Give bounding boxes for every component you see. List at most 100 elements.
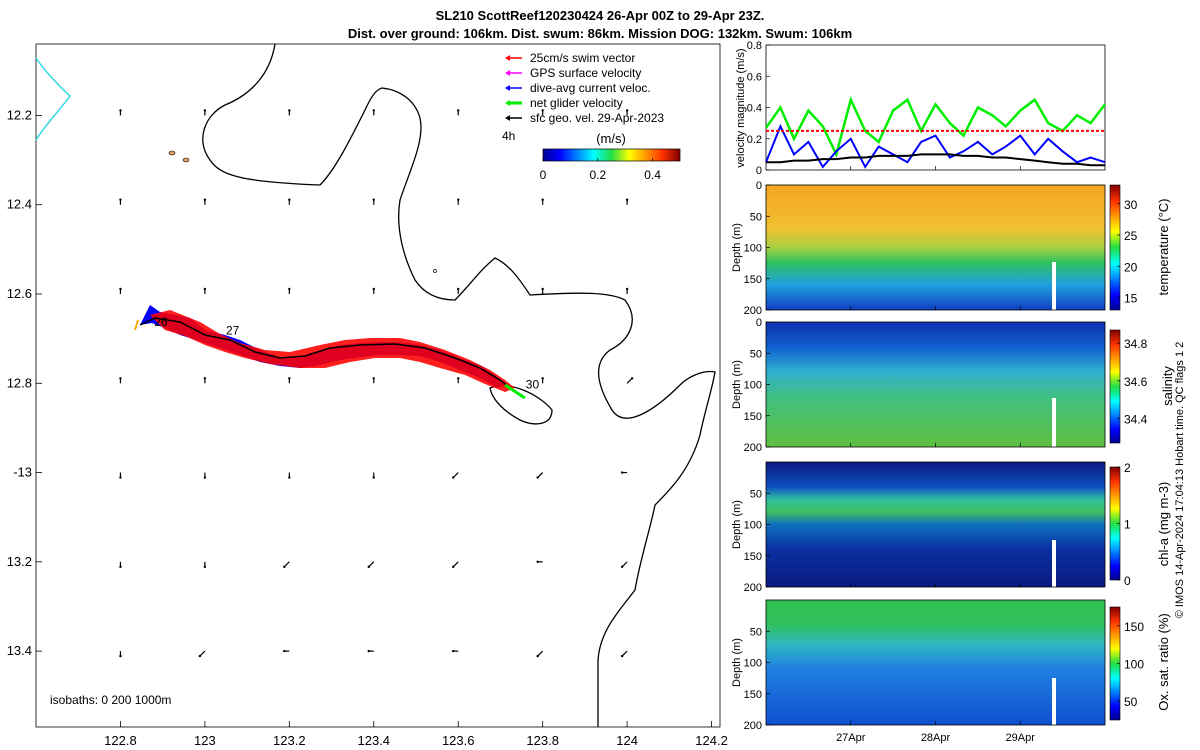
geo-velocity-arrowhead xyxy=(119,565,122,569)
geo-velocity-arrowhead xyxy=(625,287,629,291)
time-tick-label: 29Apr xyxy=(1006,732,1036,744)
geo-velocity-arrowhead xyxy=(367,565,370,569)
map-xtick-label: 124.2 xyxy=(695,733,728,748)
geo-velocity-arrowhead xyxy=(288,287,291,291)
oxygen-section xyxy=(766,600,1105,725)
figure-title: SL210 ScottReef120230424 26-Apr 00Z to 2… xyxy=(436,8,765,23)
geo-velocity-arrowhead xyxy=(119,654,122,658)
map-xtick-label: 123 xyxy=(194,733,216,748)
legend-arrowhead xyxy=(505,55,510,61)
depth-ytick-label: 100 xyxy=(744,380,762,392)
geo-velocity-arrowhead xyxy=(119,198,122,201)
coastline-isobaths xyxy=(35,43,716,727)
chlorophyll-section xyxy=(766,462,1105,587)
map-colorbar-tick-label: 0.2 xyxy=(589,168,606,182)
legend-label: 25cm/s swim vector xyxy=(530,51,635,65)
map-colorbar-label: (m/s) xyxy=(596,131,626,146)
depth-ytick-label: 100 xyxy=(744,243,762,255)
oxygen-gap xyxy=(1052,678,1056,725)
map-colorbar-ticks: 0 0.2 0.4 xyxy=(540,158,661,182)
temperature-colorbar xyxy=(1109,184,1121,311)
geo-velocity-arrowhead xyxy=(372,109,375,112)
geo-velocity-arrowhead xyxy=(119,109,122,112)
geo-velocity-arrowhead xyxy=(203,109,207,112)
colorbar-tick-label: 50 xyxy=(1124,695,1138,709)
salinity-panel xyxy=(765,321,1121,448)
velocity-ytick-label: 0.2 xyxy=(747,134,762,146)
geo-velocity-arrowhead xyxy=(119,287,122,291)
velocity-ytick-label: 0.8 xyxy=(747,40,762,52)
colorbar-tick-label: 100 xyxy=(1124,658,1144,672)
colorbar-tick-label: 34.8 xyxy=(1124,337,1148,351)
colorbar-tick-label: 0 xyxy=(1124,574,1131,588)
geo-velocity-arrowhead xyxy=(457,377,460,380)
geo-velocity-arrowhead xyxy=(203,377,207,380)
colorbar-tick-label: 20 xyxy=(1124,260,1138,274)
temperature-gap xyxy=(1052,262,1056,310)
geo-velocity-arrowhead xyxy=(283,649,286,653)
temperature-section xyxy=(766,185,1105,310)
time-axis-ticks: 27Apr 28Apr 29Apr xyxy=(836,166,1035,744)
oxygen-panel xyxy=(765,599,1121,726)
map-ytick-label: 12.8 xyxy=(7,375,32,390)
map-xtick-label: 123.8 xyxy=(526,733,559,748)
geo-velocity-arrowhead xyxy=(288,476,291,479)
reef-island xyxy=(433,269,437,273)
geo-velocity-arrowhead xyxy=(541,198,544,201)
chlorophyll-gap xyxy=(1052,540,1056,587)
figure-subtitle: Dist. over ground: 106km. Dist. swum: 86… xyxy=(348,26,852,41)
geo-velocity-arrowhead xyxy=(452,649,455,653)
isobaths-label: isobaths: 0 200 1000m xyxy=(50,693,171,707)
velocity-axes-box xyxy=(765,44,1106,171)
depth-ytick-label: 200 xyxy=(744,582,762,594)
glider-track xyxy=(134,305,526,400)
geo-velocity-arrowhead xyxy=(203,198,207,201)
geo-velocity-arrowhead xyxy=(536,560,539,564)
velocity-series xyxy=(764,96,1106,169)
map-xtick-label: 124 xyxy=(616,733,638,748)
geo-velocity-arrowhead xyxy=(536,654,539,658)
geo-velocity-arrowhead xyxy=(541,109,544,112)
time-tick-label: 28Apr xyxy=(921,732,951,744)
map-ytick-label: 12.4 xyxy=(7,197,32,212)
map-colorbar-tick-label: 0.4 xyxy=(644,168,661,182)
salinity-gap xyxy=(1052,398,1056,447)
velocity-ytick-label: 0.4 xyxy=(747,103,762,115)
velocity-ytick-label: 0 xyxy=(756,165,762,177)
depth-ylabel: Depth (m) xyxy=(731,223,743,272)
geo-velocity-arrowhead xyxy=(203,476,207,479)
map-panel: 122.8 123 123.2 123.4 123.6 123.8 124 124.2 12.2… xyxy=(7,43,728,748)
legend-label: GPS surface velocity xyxy=(530,66,641,80)
colorbar-tick-label: 150 xyxy=(1124,620,1144,634)
day-label: 30 xyxy=(526,377,540,391)
legend-label: sfc geo. vel. 29-Apr-2023 xyxy=(530,111,664,125)
map-colorbar-tick-label: 0 xyxy=(540,168,547,182)
colorbar-label: temperature (°C) xyxy=(1156,199,1171,296)
velocity-series-line xyxy=(764,96,1106,158)
legend-arrowhead xyxy=(505,70,510,76)
depth-ytick-label: 50 xyxy=(750,211,762,223)
map-xtick-label: 123.6 xyxy=(442,733,475,748)
geo-velocity-arrowhead xyxy=(372,476,375,479)
geo-velocity-arrowhead xyxy=(372,377,375,380)
time-scale-label: 4h xyxy=(502,129,515,143)
geo-velocity-arrowhead xyxy=(198,654,202,658)
legend-arrowhead xyxy=(505,115,510,121)
depth-ytick-label: 0 xyxy=(756,180,762,192)
time-tick-label: 27Apr xyxy=(836,732,866,744)
geo-velocity-arrowhead xyxy=(541,377,544,380)
reef-contour xyxy=(489,385,553,425)
geo-velocity-arrowhead xyxy=(625,198,629,201)
colorbar-label: Ox. sat. ratio (%) xyxy=(1156,613,1171,711)
colorbar-tick-label: 34.6 xyxy=(1124,375,1148,389)
credit-text: © IMOS 14-Apr-2024 17:04:13 Hobart time.… xyxy=(1174,342,1186,619)
geo-velocity-arrowhead xyxy=(367,649,370,653)
depth-ytick-label: 150 xyxy=(744,274,762,286)
geo-velocity-arrowhead xyxy=(457,287,460,291)
geo-velocity-arrowhead xyxy=(625,109,629,112)
colorbar-tick-label: 30 xyxy=(1124,198,1138,212)
depth-ytick-label: 50 xyxy=(750,488,762,500)
swim-vector-band xyxy=(150,310,515,392)
